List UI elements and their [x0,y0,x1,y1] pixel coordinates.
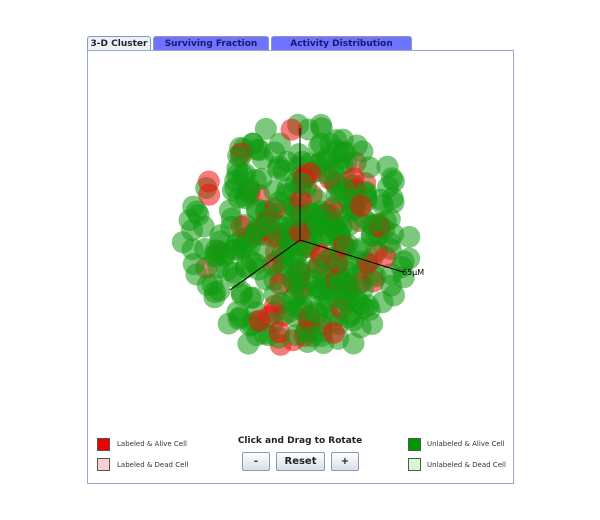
cell [280,118,303,141]
cell [254,117,277,140]
cell [251,147,274,170]
cell [306,302,329,325]
cell [198,183,221,206]
cell [322,321,345,344]
cell [281,268,304,291]
cell [329,272,352,295]
axis-label: 65μM [402,268,424,277]
cell [284,248,307,271]
tab[interactable]: 3-D Cluster [87,36,151,50]
cell [252,240,275,263]
cell [234,187,257,210]
cell [208,279,231,302]
cell [309,209,332,232]
cell [290,171,313,194]
cell [349,293,372,316]
cell [374,210,397,233]
cell [334,141,357,164]
axis [229,239,301,291]
cell [287,143,310,166]
legend-label: Labeled & Alive Cell [117,440,187,448]
cell [220,215,243,238]
cell [213,244,236,267]
legend-label: Unlabeled & Dead Cell [427,461,506,469]
cell [237,332,260,355]
cell [229,145,252,168]
cell [185,263,208,286]
axis [299,239,404,273]
instruction: Click and Drag to Rotate [237,436,363,446]
cell [194,238,217,261]
cell [382,191,405,214]
cell [317,248,340,271]
cell [378,231,401,254]
cell [380,274,403,297]
cell [380,167,403,190]
cell [230,281,253,304]
cell [268,321,291,344]
cell [392,250,415,273]
cell [263,283,286,306]
legend-swatch [97,458,110,471]
legend-label: Unlabeled & Alive Cell [427,440,505,448]
cell [348,237,371,260]
cell [315,162,338,185]
cell [332,177,355,200]
cell [244,168,267,191]
cell [285,324,308,347]
cell [182,195,205,218]
cell [239,226,262,249]
legend-swatch [408,438,421,451]
cell [248,309,271,332]
cell [301,325,324,348]
legend-swatch [408,458,421,471]
zoom-out-button[interactable]: - [242,452,270,471]
cell [358,156,381,179]
cell [350,194,373,217]
legend-label: Labeled & Dead Cell [117,461,189,469]
cell [337,255,360,278]
legend-swatch [97,438,110,451]
reset-button[interactable]: Reset [276,452,325,471]
cell [266,222,289,245]
cell [398,225,421,248]
cell [284,205,307,228]
zoom-in-button[interactable]: + [331,452,359,471]
cell [226,300,249,323]
